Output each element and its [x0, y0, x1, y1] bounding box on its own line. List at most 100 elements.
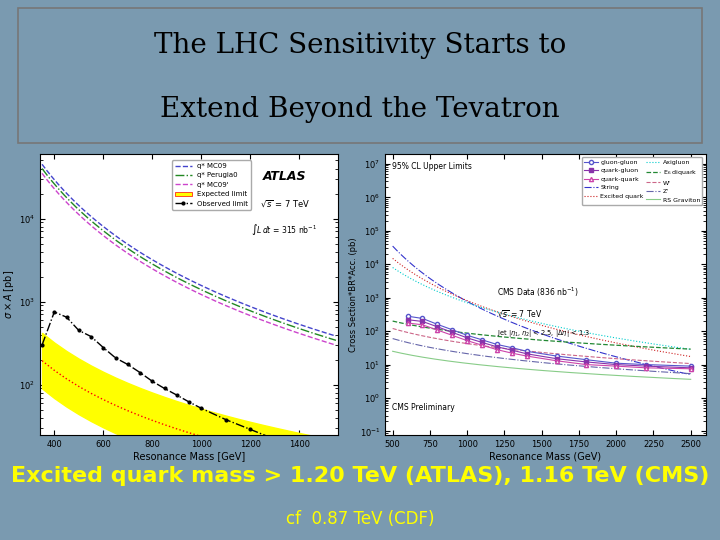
W'	[400, 328, 409, 335]
Excited quark	[686, 353, 695, 360]
E$_6$ diquark	[468, 330, 477, 337]
q* Perugia0	[116, 240, 125, 247]
quark-quark	[492, 346, 501, 353]
q* MC09'	[307, 334, 315, 341]
String	[686, 372, 695, 378]
Legend: gluon-gluon, quark-gluon, quark-quark, String, Excited quark, Axigluon, E$_6$ di: gluon-gluon, quark-gluon, quark-quark, S…	[582, 157, 703, 205]
Observed limit	[135, 369, 144, 376]
Z'	[400, 339, 409, 345]
E$_6$ diquark	[672, 345, 680, 352]
q* Perugia0	[307, 329, 315, 336]
E$_6$ diquark	[388, 318, 397, 325]
String	[400, 255, 409, 261]
quark-quark	[552, 357, 561, 364]
quark-gluon	[552, 355, 561, 362]
q* Perugia0	[50, 180, 58, 187]
Line: Observed limit: Observed limit	[40, 309, 338, 458]
quark-gluon	[463, 335, 472, 341]
Line: q* MC09': q* MC09'	[42, 173, 336, 345]
String	[661, 366, 670, 372]
Observed limit	[62, 314, 71, 320]
Z'	[686, 370, 695, 377]
gluon-gluon	[433, 321, 441, 328]
RS Graviton	[400, 350, 409, 357]
q* MC09	[92, 218, 101, 225]
Text: $\sqrt{s}$ = 7 TeV: $\sqrt{s}$ = 7 TeV	[260, 199, 310, 210]
String	[468, 301, 477, 307]
gluon-gluon	[478, 336, 487, 343]
quark-gluon	[433, 323, 441, 330]
E$_6$ diquark	[400, 320, 409, 327]
q* MC09	[55, 183, 64, 189]
gluon-gluon	[552, 353, 561, 359]
Excited quark	[672, 351, 680, 357]
Text: Extend Beyond the Tevatron: Extend Beyond the Tevatron	[160, 96, 560, 123]
E$_6$ diquark	[686, 346, 695, 353]
RS Graviton	[388, 348, 397, 355]
quark-gluon	[686, 364, 695, 371]
W'	[661, 359, 670, 365]
Excited quark	[444, 289, 452, 295]
W'	[388, 325, 397, 332]
Axigluon	[406, 275, 415, 282]
quark-quark	[508, 350, 516, 356]
RS Graviton	[468, 361, 477, 367]
Observed limit	[246, 426, 255, 433]
W'	[468, 341, 477, 348]
quark-quark	[418, 321, 427, 328]
q* Perugia0	[332, 337, 341, 343]
RS Graviton	[444, 357, 452, 364]
quark-quark	[612, 363, 621, 369]
q* Perugia0	[55, 187, 64, 193]
gluon-gluon	[448, 327, 456, 333]
gluon-gluon	[418, 315, 427, 322]
W'	[444, 338, 452, 344]
Observed limit	[74, 327, 83, 334]
Z'	[672, 369, 680, 376]
Excited quark	[661, 349, 670, 355]
Text: 95% CL Upper Limits: 95% CL Upper Limits	[392, 163, 472, 171]
W'	[672, 360, 680, 366]
Observed limit	[295, 443, 304, 450]
Text: Excited quark mass > 1.20 TeV (ATLAS), 1.16 TeV (CMS): Excited quark mass > 1.20 TeV (ATLAS), 1…	[11, 465, 709, 486]
quark-gluon	[492, 343, 501, 350]
q* MC09	[317, 328, 325, 335]
gluon-gluon	[612, 360, 621, 367]
q* MC09	[332, 333, 341, 339]
Z'	[444, 347, 452, 354]
Line: W': W'	[392, 328, 690, 363]
W'	[686, 360, 695, 367]
Observed limit	[332, 453, 341, 459]
quark-quark	[582, 361, 590, 368]
gluon-gluon	[463, 332, 472, 339]
quark-gluon	[582, 359, 590, 365]
gluon-gluon	[686, 363, 695, 369]
quark-gluon	[612, 361, 621, 368]
Observed limit	[184, 399, 193, 405]
Axigluon	[661, 342, 670, 349]
RS Graviton	[686, 376, 695, 382]
quark-quark	[642, 364, 650, 371]
Axigluon	[388, 264, 397, 271]
quark-quark	[403, 320, 412, 326]
String	[672, 368, 680, 375]
Line: Axigluon: Axigluon	[392, 267, 690, 349]
Observed limit	[271, 436, 279, 443]
Observed limit	[148, 378, 156, 384]
Y-axis label: $\sigma \times A$ [pb]: $\sigma \times A$ [pb]	[1, 269, 16, 319]
Line: quark-gluon: quark-gluon	[405, 318, 693, 370]
Z'	[661, 369, 670, 375]
q* MC09	[307, 325, 315, 332]
quark-gluon	[403, 316, 412, 323]
quark-gluon	[448, 329, 456, 335]
quark-gluon	[523, 350, 531, 357]
Line: Z': Z'	[392, 339, 690, 374]
E$_6$ diquark	[444, 328, 452, 334]
Axigluon	[672, 344, 680, 350]
Text: cf  0.87 TeV (CDF): cf 0.87 TeV (CDF)	[286, 510, 434, 528]
quark-quark	[523, 353, 531, 359]
gluon-gluon	[403, 313, 412, 320]
Text: CMS Preliminary: CMS Preliminary	[392, 403, 454, 412]
Observed limit	[197, 405, 206, 411]
quark-gluon	[642, 363, 650, 369]
